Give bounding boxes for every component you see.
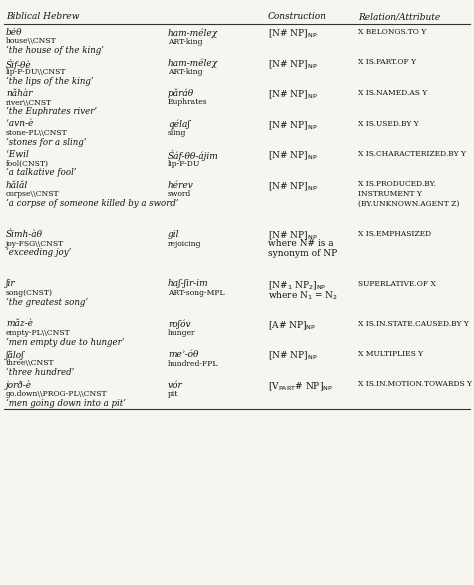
- Text: INSTRUMENT Y: INSTRUMENT Y: [358, 190, 422, 198]
- Text: fool(CNST): fool(CNST): [6, 160, 49, 167]
- Text: jorð-è: jorð-è: [6, 380, 32, 390]
- Text: joy-FSG\\CNST: joy-FSG\\CNST: [6, 239, 64, 247]
- Text: [N# NP]$_\mathrm{NP}$: [N# NP]$_\mathrm{NP}$: [268, 350, 318, 363]
- Text: ʃăloʃ: ʃăloʃ: [6, 350, 25, 360]
- Text: [N# NP]$_\mathrm{NP}$: [N# NP]$_\mathrm{NP}$: [268, 58, 318, 71]
- Text: ‘men empty due to hunger’: ‘men empty due to hunger’: [6, 338, 125, 347]
- Text: ‘three hundred’: ‘three hundred’: [6, 368, 74, 377]
- Text: [N# NP]$_\mathrm{NP}$: [N# NP]$_\mathrm{NP}$: [268, 28, 318, 40]
- Text: X IS.USED.BY Y: X IS.USED.BY Y: [358, 119, 419, 128]
- Text: where N$_1$ = N$_2$: where N$_1$ = N$_2$: [268, 289, 338, 301]
- Text: pit: pit: [168, 390, 178, 398]
- Text: synonym of NP: synonym of NP: [268, 249, 337, 258]
- Text: [N#$_1$ NP$_2$]$_\mathrm{NP}$: [N#$_1$ NP$_2$]$_\mathrm{NP}$: [268, 280, 326, 292]
- Text: X IS.CHARACTERIZED.BY Y: X IS.CHARACTERIZED.BY Y: [358, 150, 466, 158]
- Text: go.down\\PROG-PL\\CNST: go.down\\PROG-PL\\CNST: [6, 390, 108, 398]
- Text: where N# is a: where N# is a: [268, 239, 334, 249]
- Text: song(CNST): song(CNST): [6, 289, 53, 297]
- Text: ‘exceeding joy’: ‘exceeding joy’: [6, 248, 72, 257]
- Text: hălăl: hălăl: [6, 181, 28, 190]
- Text: meʾ-óθ: meʾ-óθ: [168, 350, 199, 359]
- Text: river\\CNST: river\\CNST: [6, 98, 52, 106]
- Text: [N# NP]$_\mathrm{NP}$: [N# NP]$_\mathrm{NP}$: [268, 119, 318, 132]
- Text: empty-PL\\CNST: empty-PL\\CNST: [6, 329, 71, 337]
- Text: (BY.UNKNOWN.AGENT Z): (BY.UNKNOWN.AGENT Z): [358, 199, 459, 208]
- Text: X IS.EMPHASIZED: X IS.EMPHASIZED: [358, 230, 431, 238]
- Text: ham-méleχ: ham-méleχ: [168, 28, 218, 37]
- Text: ‘stones for a sling’: ‘stones for a sling’: [6, 137, 86, 147]
- Text: hunger: hunger: [168, 329, 195, 337]
- Text: [N# NP]$_\mathrm{NP}$: [N# NP]$_\mathrm{NP}$: [268, 181, 318, 193]
- Text: rejoicing: rejoicing: [168, 239, 201, 247]
- Text: vór: vór: [168, 380, 183, 390]
- Text: ART-king: ART-king: [168, 37, 202, 46]
- Text: three\\CNST: three\\CNST: [6, 360, 55, 367]
- Text: X IS.IN.MOTION.TOWARDS Y: X IS.IN.MOTION.TOWARDS Y: [358, 380, 472, 388]
- Text: ‘the Euphrates river’: ‘the Euphrates river’: [6, 107, 97, 116]
- Text: X IS.NAMED.AS Y: X IS.NAMED.AS Y: [358, 89, 427, 97]
- Text: house\\CNST: house\\CNST: [6, 37, 57, 46]
- Text: ART-king: ART-king: [168, 68, 202, 76]
- Text: Biblical Hebrew: Biblical Hebrew: [6, 12, 80, 21]
- Text: ‘a corpse of someone killed by a sword’: ‘a corpse of someone killed by a sword’: [6, 198, 179, 208]
- Text: lip-F-DU: lip-F-DU: [168, 160, 201, 167]
- Text: [A# NP]$_\mathrm{NP}$: [A# NP]$_\mathrm{NP}$: [268, 319, 316, 332]
- Text: Śimh-àθ: Śimh-àθ: [6, 230, 43, 239]
- Text: Śáf-θθ-ájim: Śáf-θθ-ájim: [168, 150, 219, 161]
- Text: [N# NP]$_\mathrm{NP}$: [N# NP]$_\mathrm{NP}$: [268, 230, 318, 242]
- Text: Construction: Construction: [268, 12, 327, 21]
- Text: lip-F-DU\\CNST: lip-F-DU\\CNST: [6, 68, 66, 76]
- Text: hundred-FPL: hundred-FPL: [168, 360, 219, 367]
- Text: [N# NP]$_\mathrm{NP}$: [N# NP]$_\mathrm{NP}$: [268, 150, 318, 163]
- Text: ‘the greatest song’: ‘the greatest song’: [6, 298, 88, 307]
- Text: măz-è: măz-è: [6, 319, 33, 329]
- Text: X IS.PRODUCED.BY.: X IS.PRODUCED.BY.: [358, 181, 436, 188]
- Text: roʃóv: roʃóv: [168, 319, 191, 329]
- Text: năhàr: năhàr: [6, 89, 33, 98]
- Text: ‘men going down into a pit’: ‘men going down into a pit’: [6, 398, 126, 408]
- Text: ‘the lips of the king’: ‘the lips of the king’: [6, 77, 94, 86]
- Text: X MULTIPLIES Y: X MULTIPLIES Y: [358, 350, 423, 358]
- Text: [N# NP]$_\mathrm{NP}$: [N# NP]$_\mathrm{NP}$: [268, 89, 318, 101]
- Text: ʿavn-è: ʿavn-è: [6, 119, 33, 129]
- Text: stone-PL\\CNST: stone-PL\\CNST: [6, 129, 68, 137]
- Text: X BELONGS.TO Y: X BELONGS.TO Y: [358, 28, 426, 36]
- Text: ham-méleχ: ham-méleχ: [168, 58, 218, 68]
- Text: [V$_\mathrm{PART}$# NP]$_\mathrm{NP}$: [V$_\mathrm{PART}$# NP]$_\mathrm{NP}$: [268, 380, 333, 393]
- Text: Śif-θè: Śif-θè: [6, 58, 32, 70]
- Text: ‘a talkative fool’: ‘a talkative fool’: [6, 168, 77, 177]
- Text: păráθ: păráθ: [168, 89, 194, 98]
- Text: Relation/Attribute: Relation/Attribute: [358, 12, 440, 21]
- Text: ‘the house of the king’: ‘the house of the king’: [6, 46, 104, 56]
- Text: ART-song-MPL: ART-song-MPL: [168, 289, 225, 297]
- Text: bėθ: bėθ: [6, 28, 22, 37]
- Text: sling: sling: [168, 129, 186, 137]
- Text: ʿEwil: ʿEwil: [6, 150, 29, 159]
- Text: corpse\\CNST: corpse\\CNST: [6, 190, 60, 198]
- Text: X IS.IN.STATE.CAUSED.BY Y: X IS.IN.STATE.CAUSED.BY Y: [358, 319, 469, 328]
- Text: hérev: hérev: [168, 181, 194, 190]
- Text: qélaʃ: qélaʃ: [168, 119, 190, 129]
- Text: Euphrates: Euphrates: [168, 98, 208, 106]
- Text: sword: sword: [168, 190, 191, 198]
- Text: ʃir: ʃir: [6, 280, 16, 288]
- Text: X IS.PART.OF Y: X IS.PART.OF Y: [358, 58, 416, 67]
- Text: gil: gil: [168, 230, 180, 239]
- Text: SUPERLATIVE.OF X: SUPERLATIVE.OF X: [358, 280, 436, 287]
- Text: haʃ-ʃir-im: haʃ-ʃir-im: [168, 280, 209, 288]
